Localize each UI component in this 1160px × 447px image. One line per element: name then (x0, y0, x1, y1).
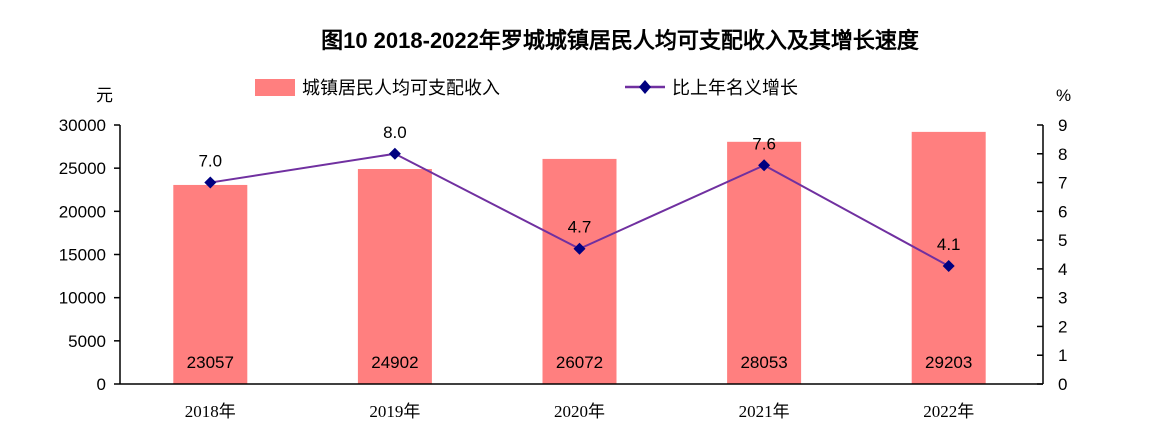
growth-data-label: 7.0 (198, 152, 222, 171)
y-tick-label: 10000 (59, 289, 106, 308)
y-tick-label: 5000 (68, 332, 106, 351)
y2-tick-label: 6 (1058, 202, 1067, 221)
bar-data-label: 24902 (371, 353, 418, 372)
y2-tick-label: 3 (1058, 289, 1067, 308)
bar (727, 141, 802, 384)
growth-marker (942, 260, 955, 273)
bar (173, 184, 248, 384)
bar (357, 169, 432, 384)
legend-bar-label: 城镇居民人均可支配收入 (302, 78, 500, 98)
growth-data-label: 4.1 (937, 235, 961, 254)
growth-data-label: 8.0 (383, 123, 407, 142)
y-tick-label: 15000 (59, 246, 106, 265)
x-tick-label: 2021年 (739, 402, 790, 421)
bar (542, 158, 617, 384)
growth-marker (573, 242, 586, 255)
x-tick-label: 2022年 (923, 402, 974, 421)
y2-tick-label: 7 (1058, 174, 1067, 193)
bar-data-label: 23057 (187, 353, 234, 372)
y2-tick-label: 2 (1058, 317, 1067, 336)
x-tick-label: 2018年 (185, 402, 236, 421)
growth-data-label: 7.6 (752, 134, 776, 153)
legend-line-label: 比上年名义增长 (672, 78, 798, 98)
growth-marker (204, 176, 217, 189)
y2-tick-label: 5 (1058, 231, 1067, 250)
legend-bar-swatch (255, 79, 295, 96)
chart-title: 图10 2018-2022年罗城城镇居民人均可支配收入及其增长速度 (321, 28, 920, 53)
y-tick-label: 0 (97, 375, 106, 394)
y-tick-label: 30000 (59, 116, 106, 135)
legend-line-marker (639, 80, 651, 94)
y2-tick-label: 1 (1058, 346, 1067, 365)
y-tick-label: 20000 (59, 202, 106, 221)
bar-data-label: 28053 (740, 353, 787, 372)
bar (911, 131, 986, 384)
x-tick-label: 2020年 (554, 402, 605, 421)
bar-data-label: 29203 (925, 353, 972, 372)
y2-axis-label: % (1056, 86, 1071, 105)
y-tick-label: 25000 (59, 159, 106, 178)
growth-marker (388, 147, 401, 160)
y2-tick-label: 9 (1058, 116, 1067, 135)
bar-data-label: 26072 (556, 353, 603, 372)
growth-data-label: 4.7 (568, 218, 592, 237)
y2-tick-label: 0 (1058, 375, 1067, 394)
y2-tick-label: 4 (1058, 260, 1067, 279)
y2-tick-label: 8 (1058, 145, 1067, 164)
x-tick-label: 2019年 (369, 402, 420, 421)
growth-marker (758, 159, 771, 172)
y-axis-label: 元 (96, 86, 113, 105)
